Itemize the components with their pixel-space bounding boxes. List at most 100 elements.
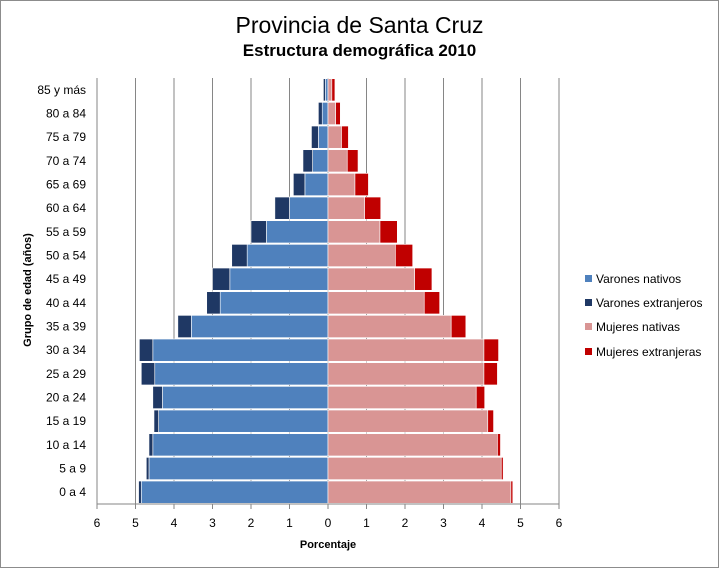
bar-varones-nativos — [325, 78, 329, 102]
y-tick-label: 35 a 39 — [46, 320, 86, 334]
legend-swatch — [585, 348, 592, 355]
y-axis-title: Grupo de edad (años) — [22, 233, 34, 347]
bar-mujeres-extranjeras — [483, 338, 499, 362]
y-tick-label: 75 a 79 — [46, 130, 86, 144]
chart-title: Provincia de Santa Cruz — [235, 12, 484, 38]
y-tick-label: 25 a 29 — [46, 367, 86, 381]
bar-mujeres-extranjeras — [487, 409, 494, 433]
x-tick-label: 1 — [363, 516, 370, 530]
x-tick-label: 2 — [402, 516, 409, 530]
bar-varones-nativos — [289, 196, 329, 220]
bar-mujeres-extranjeras — [423, 291, 440, 315]
y-tick-label: 80 a 84 — [46, 107, 86, 121]
bar-mujeres-nativas — [327, 125, 342, 149]
y-tick-label: 0 a 4 — [59, 485, 86, 499]
bar-mujeres-nativas — [327, 102, 336, 125]
bar-mujeres-extranjeras — [450, 315, 467, 338]
y-tick-label: 15 a 19 — [46, 414, 86, 428]
bar-mujeres-nativas — [327, 457, 502, 480]
x-tick-label: 3 — [209, 516, 216, 530]
bar-varones-extranjeros — [177, 315, 192, 338]
x-tick-label: 4 — [171, 516, 178, 530]
bar-mujeres-extranjeras — [364, 196, 382, 220]
x-tick-label: 4 — [479, 516, 486, 530]
bar-varones-extranjeros — [311, 125, 319, 149]
bar-varones-nativos — [312, 149, 329, 173]
gridlines — [96, 78, 560, 504]
bar-varones-nativos — [148, 457, 329, 480]
bar-mujeres-nativas — [327, 149, 348, 173]
bar-varones-nativos — [304, 173, 329, 196]
bar-varones-nativos — [158, 409, 329, 433]
bar-varones-extranjeros — [140, 362, 156, 386]
bar-varones-nativos — [266, 220, 329, 244]
bar-mujeres-nativas — [327, 338, 485, 362]
x-tick-label: 0 — [325, 516, 332, 530]
bar-varones-nativos — [162, 386, 329, 409]
bar-mujeres-nativas — [327, 173, 356, 196]
bar-mujeres-nativas — [327, 220, 381, 244]
legend-label: Varones nativos — [596, 272, 681, 286]
x-axis-title: Porcentaje — [300, 539, 356, 551]
bar-mujeres-extranjeras — [475, 386, 485, 409]
bar-mujeres-extranjeras — [335, 102, 341, 125]
bar-mujeres-extranjeras — [483, 362, 498, 386]
bar-mujeres-extranjeras — [500, 457, 504, 480]
bar-mujeres-extranjeras — [341, 125, 349, 149]
bar-varones-extranjeros — [206, 291, 221, 315]
bar-varones-nativos — [152, 338, 329, 362]
bar-varones-extranjeros — [212, 267, 231, 291]
bars — [138, 78, 514, 504]
y-tick-label: 50 a 54 — [46, 249, 86, 263]
y-tick-label: 60 a 64 — [46, 201, 86, 215]
bar-varones-nativos — [154, 362, 329, 386]
legend-swatch — [585, 323, 592, 330]
bar-varones-extranjeros — [323, 78, 326, 102]
bar-mujeres-extranjeras — [354, 173, 369, 196]
bar-varones-extranjeros — [153, 409, 159, 433]
bar-varones-extranjeros — [139, 338, 154, 362]
bar-mujeres-extranjeras — [379, 220, 398, 244]
bar-mujeres-extranjeras — [414, 267, 433, 291]
bar-mujeres-nativas — [327, 409, 489, 433]
bar-varones-extranjeros — [293, 173, 306, 196]
y-tick-label: 10 a 14 — [46, 438, 86, 452]
bar-mujeres-extranjeras — [510, 480, 514, 504]
x-tick-label: 5 — [517, 516, 524, 530]
x-tick-label: 3 — [440, 516, 447, 530]
y-tick-label: 85 y más — [37, 83, 86, 97]
bar-mujeres-nativas — [327, 196, 365, 220]
bar-varones-extranjeros — [302, 149, 313, 173]
x-tick-labels: 6 5 4 3 2 1 0 1 2 3 4 5 6 — [94, 503, 563, 530]
legend-label: Varones extranjeros — [596, 296, 703, 310]
bar-mujeres-nativas — [327, 362, 485, 386]
x-tick-label: 5 — [132, 516, 139, 530]
bar-varones-nativos — [229, 267, 329, 291]
bar-varones-nativos — [246, 244, 329, 267]
bar-varones-extranjeros — [148, 433, 154, 457]
bar-mujeres-nativas — [327, 480, 512, 504]
bar-varones-nativos — [318, 125, 329, 149]
bar-varones-extranjeros — [274, 196, 290, 220]
bar-varones-nativos — [140, 480, 329, 504]
bar-mujeres-extranjeras — [497, 433, 501, 457]
bar-mujeres-nativas — [327, 267, 415, 291]
bar-mujeres-nativas — [327, 291, 425, 315]
legend-label: Mujeres nativas — [596, 320, 680, 334]
x-tick-label: 6 — [94, 516, 101, 530]
y-tick-label: 45 a 49 — [46, 272, 86, 286]
chart-subtitle: Estructura demográfica 2010 — [242, 41, 477, 60]
bar-varones-extranjeros — [318, 102, 323, 125]
y-tick-label: 40 a 44 — [46, 296, 86, 310]
bar-mujeres-nativas — [327, 433, 498, 457]
legend: Varones nativos Varones extranjeros Mujere… — [585, 272, 703, 359]
bar-mujeres-extranjeras — [395, 244, 414, 267]
x-tick-label: 6 — [556, 516, 563, 530]
bar-varones-extranjeros — [250, 220, 267, 244]
y-tick-label: 5 a 9 — [59, 462, 86, 476]
legend-swatch — [585, 299, 592, 306]
legend-label: Mujeres extranjeras — [596, 345, 701, 359]
bar-mujeres-nativas — [327, 386, 477, 409]
bar-mujeres-nativas — [327, 78, 333, 102]
